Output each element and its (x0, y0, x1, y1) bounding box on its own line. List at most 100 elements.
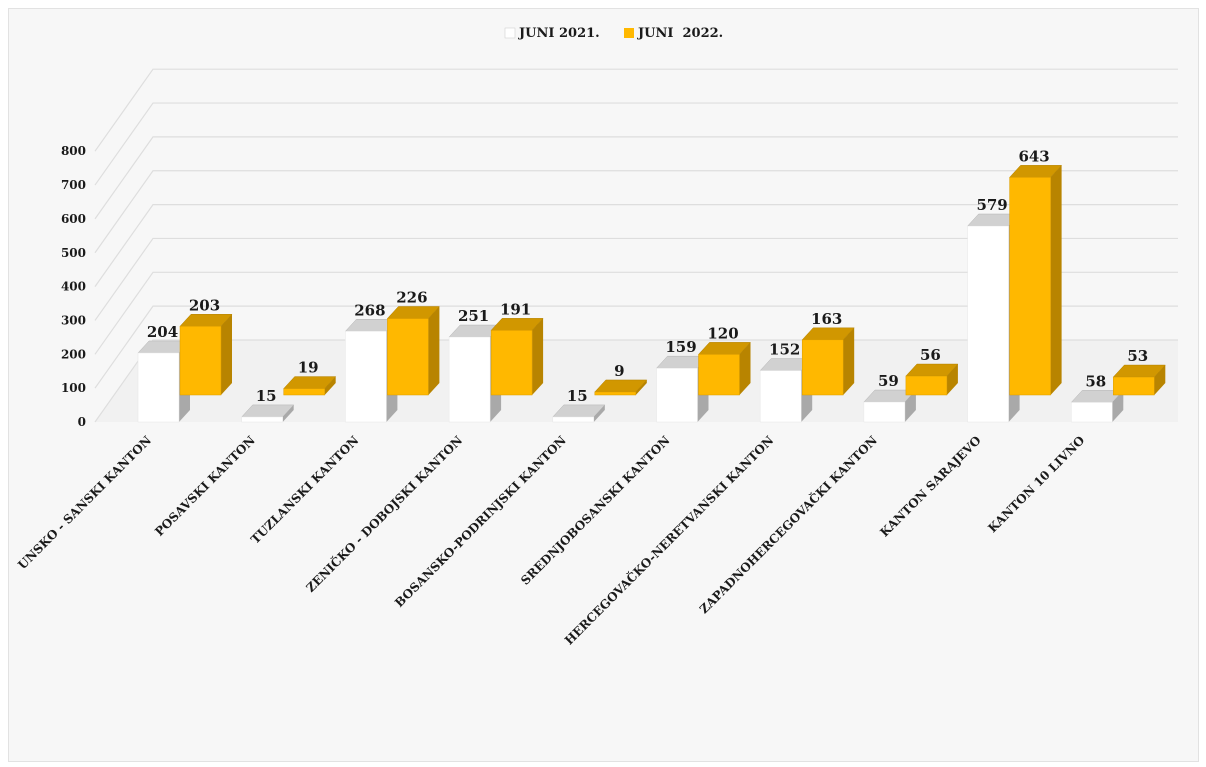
bar-2022: 56 (905, 346, 959, 396)
legend-swatch-2022 (624, 28, 634, 38)
bar-front (594, 391, 637, 396)
y-tick-label: 700 (61, 178, 86, 192)
bar-front (137, 352, 180, 423)
gridline (94, 305, 1178, 389)
bar-front (967, 225, 1009, 423)
bar-2022: 163 (801, 310, 855, 396)
data-label: 268 (354, 301, 385, 319)
bar-side (739, 342, 751, 395)
bar-2022: 203 (179, 296, 233, 396)
bar-side (1050, 165, 1062, 395)
y-tick-label: 300 (61, 313, 86, 327)
data-label: 191 (500, 300, 531, 318)
data-label: 120 (707, 324, 738, 342)
bar-front (1009, 177, 1051, 396)
bar-side (946, 364, 958, 395)
y-tick-label: 800 (61, 144, 86, 158)
bar-2021: 59 (863, 372, 917, 423)
data-label: 152 (769, 341, 800, 359)
data-label: 15 (256, 387, 277, 405)
data-label: 59 (878, 372, 899, 390)
bar-front (863, 401, 906, 423)
bar-front (905, 375, 948, 396)
legend-label-2022: JUNI 2022. (637, 26, 723, 41)
y-tick-label: 600 (61, 212, 86, 226)
bar-side (324, 376, 336, 395)
bar-side (904, 390, 916, 422)
data-label: 163 (811, 310, 842, 328)
bar-front (656, 367, 698, 423)
bar-2021: 15 (241, 387, 295, 423)
gridline (94, 102, 1178, 186)
bar-2022: 19 (283, 359, 337, 396)
x-tick-label: POSAVSKI KANTON (152, 433, 258, 539)
bar-2021: 58 (1070, 372, 1124, 423)
y-axis-ticks: 0 100 200 300 400 500 600 700 800 (61, 144, 86, 429)
bar-front (759, 370, 802, 423)
data-label: 15 (567, 387, 588, 405)
bar-front (241, 416, 283, 423)
y-tick-label: 0 (78, 415, 86, 429)
bar-2021: 268 (344, 301, 398, 423)
data-label: 19 (298, 359, 319, 377)
data-label: 579 (976, 196, 1007, 214)
data-label: 58 (1085, 372, 1106, 390)
x-tick-label: BOSANSKO-PODRINJSKI KANTON (392, 433, 569, 610)
x-tick-label: KANTON 10 LIVNO (985, 433, 1087, 535)
data-label: 159 (665, 338, 696, 356)
data-label: 9 (614, 362, 624, 380)
y-tick-label: 200 (61, 347, 86, 361)
x-tick-label: HERCEGOVAČKO-NERETVANSKI KANTON (561, 432, 777, 648)
data-label: 643 (1018, 147, 1049, 165)
gridline (94, 271, 1178, 355)
bar-2022: 643 (1009, 147, 1063, 396)
bar-side (282, 404, 294, 422)
data-label: 226 (396, 288, 427, 306)
legend: JUNI 2021. JUNI 2022. (504, 26, 723, 41)
bar-front (490, 330, 533, 396)
bar-2021: 152 (759, 341, 813, 423)
gridline (94, 204, 1178, 287)
bar-side (593, 404, 605, 422)
gridline (94, 136, 1178, 220)
bar-front (552, 416, 595, 423)
gridline (94, 68, 1178, 152)
bar-2022: 226 (386, 288, 440, 396)
bar-side (843, 327, 855, 395)
bar-front (801, 339, 844, 396)
data-label: 251 (458, 307, 489, 325)
bar-front (179, 326, 222, 396)
bar-2022: 120 (697, 324, 752, 396)
bar-2022: 53 (1112, 347, 1166, 396)
bar-front (1071, 402, 1113, 423)
bar-side (428, 306, 440, 395)
bar-front (1113, 376, 1155, 396)
bar-side (635, 379, 647, 395)
bar-side (532, 318, 544, 395)
data-label: 204 (147, 323, 178, 341)
x-tick-label: TUZLANSKI KANTON (248, 433, 361, 546)
data-label: 56 (920, 346, 941, 364)
bar-2022: 191 (490, 300, 544, 396)
y-tick-label: 500 (61, 246, 86, 260)
bar-front (698, 354, 740, 396)
bar-side (1112, 390, 1124, 422)
bar-front (448, 336, 491, 423)
data-label: 203 (189, 296, 220, 314)
x-tick-label: KANTON SARAJEVO (877, 433, 983, 539)
bar-front (345, 331, 387, 423)
y-tick-label: 100 (61, 381, 86, 395)
gridline (94, 170, 1178, 254)
bar-front (387, 318, 429, 396)
bar-side (221, 314, 232, 395)
x-tick-label: ZAPADNOHERCEGOVAČKI KANTON (695, 432, 880, 617)
data-label: 53 (1127, 347, 1148, 365)
bar-front (283, 388, 325, 396)
bar-side (1154, 365, 1166, 395)
y-tick-label: 400 (61, 280, 86, 294)
gridline (94, 237, 1178, 321)
legend-swatch-2021 (504, 27, 516, 39)
